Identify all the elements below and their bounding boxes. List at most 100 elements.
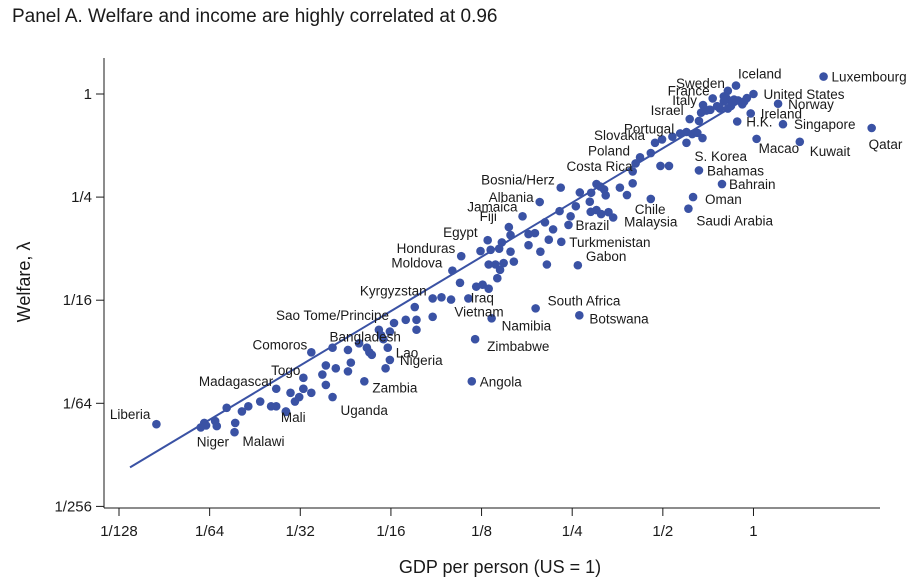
data-point bbox=[412, 315, 421, 325]
y-tick-label: 1/256 bbox=[54, 498, 92, 515]
data-point bbox=[524, 229, 533, 239]
data-point bbox=[509, 257, 519, 266]
data-point-labeled bbox=[385, 355, 395, 365]
point-label: Honduras bbox=[397, 241, 456, 256]
point-label: Botswana bbox=[589, 311, 649, 326]
data-point-labeled bbox=[504, 222, 514, 232]
point-label: Nigeria bbox=[400, 353, 443, 368]
x-tick-label: 1/4 bbox=[562, 523, 583, 540]
data-point-labeled bbox=[518, 212, 527, 221]
point-label: Fiji bbox=[480, 209, 497, 224]
point-label: South Africa bbox=[548, 293, 621, 308]
data-point bbox=[536, 247, 545, 256]
data-point bbox=[374, 325, 384, 335]
y-tick-label: 1/16 bbox=[63, 292, 92, 309]
point-label: Angola bbox=[480, 374, 523, 389]
point-label: Bosnia/Herz bbox=[481, 173, 555, 188]
data-point bbox=[237, 407, 247, 416]
point-label: Comoros bbox=[253, 337, 308, 352]
data-point-labeled bbox=[688, 192, 698, 202]
point-label: Bahrain bbox=[729, 177, 776, 192]
data-point bbox=[222, 403, 231, 413]
data-point bbox=[628, 178, 637, 188]
data-point-labeled bbox=[575, 311, 584, 320]
data-point bbox=[506, 230, 515, 240]
data-point-labeled bbox=[685, 114, 694, 124]
chart-title: Panel A. Welfare and income are highly c… bbox=[12, 6, 498, 27]
point-label: Costa Rica bbox=[566, 159, 633, 174]
point-label: Malawi bbox=[243, 434, 285, 449]
data-point-labeled bbox=[470, 334, 480, 344]
data-point bbox=[367, 350, 377, 360]
x-tick-label: 1/64 bbox=[195, 523, 224, 540]
point-labels-layer: Luxembourg Iceland Sweden United States Fran… bbox=[110, 67, 907, 450]
fit-line-layer bbox=[129, 93, 754, 469]
data-point-labeled bbox=[556, 237, 566, 247]
data-point-labeled bbox=[564, 220, 573, 230]
data-point-labeled bbox=[531, 304, 540, 313]
data-point-labeled bbox=[698, 100, 708, 110]
data-point bbox=[493, 273, 502, 283]
data-point-labeled bbox=[556, 183, 566, 192]
point-label: Poland bbox=[588, 143, 630, 158]
point-label: Zimbabwe bbox=[487, 339, 549, 354]
data-point-labeled bbox=[271, 384, 281, 394]
data-point bbox=[286, 388, 295, 398]
data-point bbox=[446, 295, 456, 304]
point-label: Singapore bbox=[794, 117, 856, 132]
data-point-labeled bbox=[752, 134, 761, 144]
data-point-labeled bbox=[684, 204, 693, 213]
data-point bbox=[566, 212, 575, 221]
data-point bbox=[506, 247, 515, 256]
data-point-labeled bbox=[196, 423, 206, 432]
point-label: Madagascar bbox=[199, 374, 274, 389]
data-point bbox=[499, 258, 508, 268]
data-point bbox=[723, 104, 733, 113]
point-label: Chile bbox=[635, 202, 666, 217]
point-label: Norway bbox=[788, 97, 834, 112]
point-label: Zambia bbox=[372, 380, 418, 395]
data-point-labeled bbox=[867, 123, 876, 133]
y-tick-label: 1 bbox=[84, 86, 92, 103]
data-point bbox=[544, 235, 554, 244]
point-label: United States bbox=[763, 87, 844, 102]
data-point-labeled bbox=[152, 419, 161, 429]
data-point bbox=[586, 188, 596, 198]
data-point bbox=[271, 402, 281, 411]
data-point-labeled bbox=[635, 152, 645, 162]
point-label: Ireland bbox=[761, 106, 802, 121]
data-point-labeled bbox=[682, 138, 691, 148]
data-point-labeled bbox=[307, 348, 316, 357]
point-label: Sweden bbox=[676, 76, 725, 91]
data-point bbox=[524, 240, 533, 250]
data-point bbox=[698, 133, 707, 143]
data-point bbox=[486, 245, 495, 255]
data-point bbox=[401, 315, 411, 325]
data-point bbox=[428, 312, 437, 322]
data-point-labeled bbox=[281, 407, 291, 417]
data-point bbox=[530, 228, 540, 238]
point-label: Kuwait bbox=[810, 144, 851, 159]
data-point bbox=[631, 159, 640, 168]
data-point bbox=[664, 161, 674, 171]
data-point-labeled bbox=[723, 86, 733, 96]
point-label: Namibia bbox=[502, 318, 552, 333]
x-tick-label: 1/128 bbox=[100, 523, 138, 540]
point-label: Brazil bbox=[575, 218, 609, 233]
y-tick-label: 1/4 bbox=[71, 189, 92, 206]
data-point bbox=[712, 101, 722, 111]
data-point bbox=[343, 345, 353, 355]
data-point bbox=[615, 183, 625, 192]
point-label: Portugal bbox=[624, 121, 674, 136]
data-point bbox=[321, 361, 331, 370]
point-label: Togo bbox=[271, 363, 300, 378]
data-point bbox=[596, 209, 606, 219]
data-point-labeled bbox=[694, 166, 704, 175]
point-label: Albania bbox=[489, 190, 535, 205]
data-point-labeled bbox=[646, 194, 656, 204]
data-point bbox=[719, 97, 729, 106]
point-label: Saudi Arabia bbox=[696, 214, 773, 229]
point-label: Moldova bbox=[391, 256, 443, 271]
data-point-labeled bbox=[592, 179, 601, 189]
data-point-labeled bbox=[383, 343, 393, 352]
